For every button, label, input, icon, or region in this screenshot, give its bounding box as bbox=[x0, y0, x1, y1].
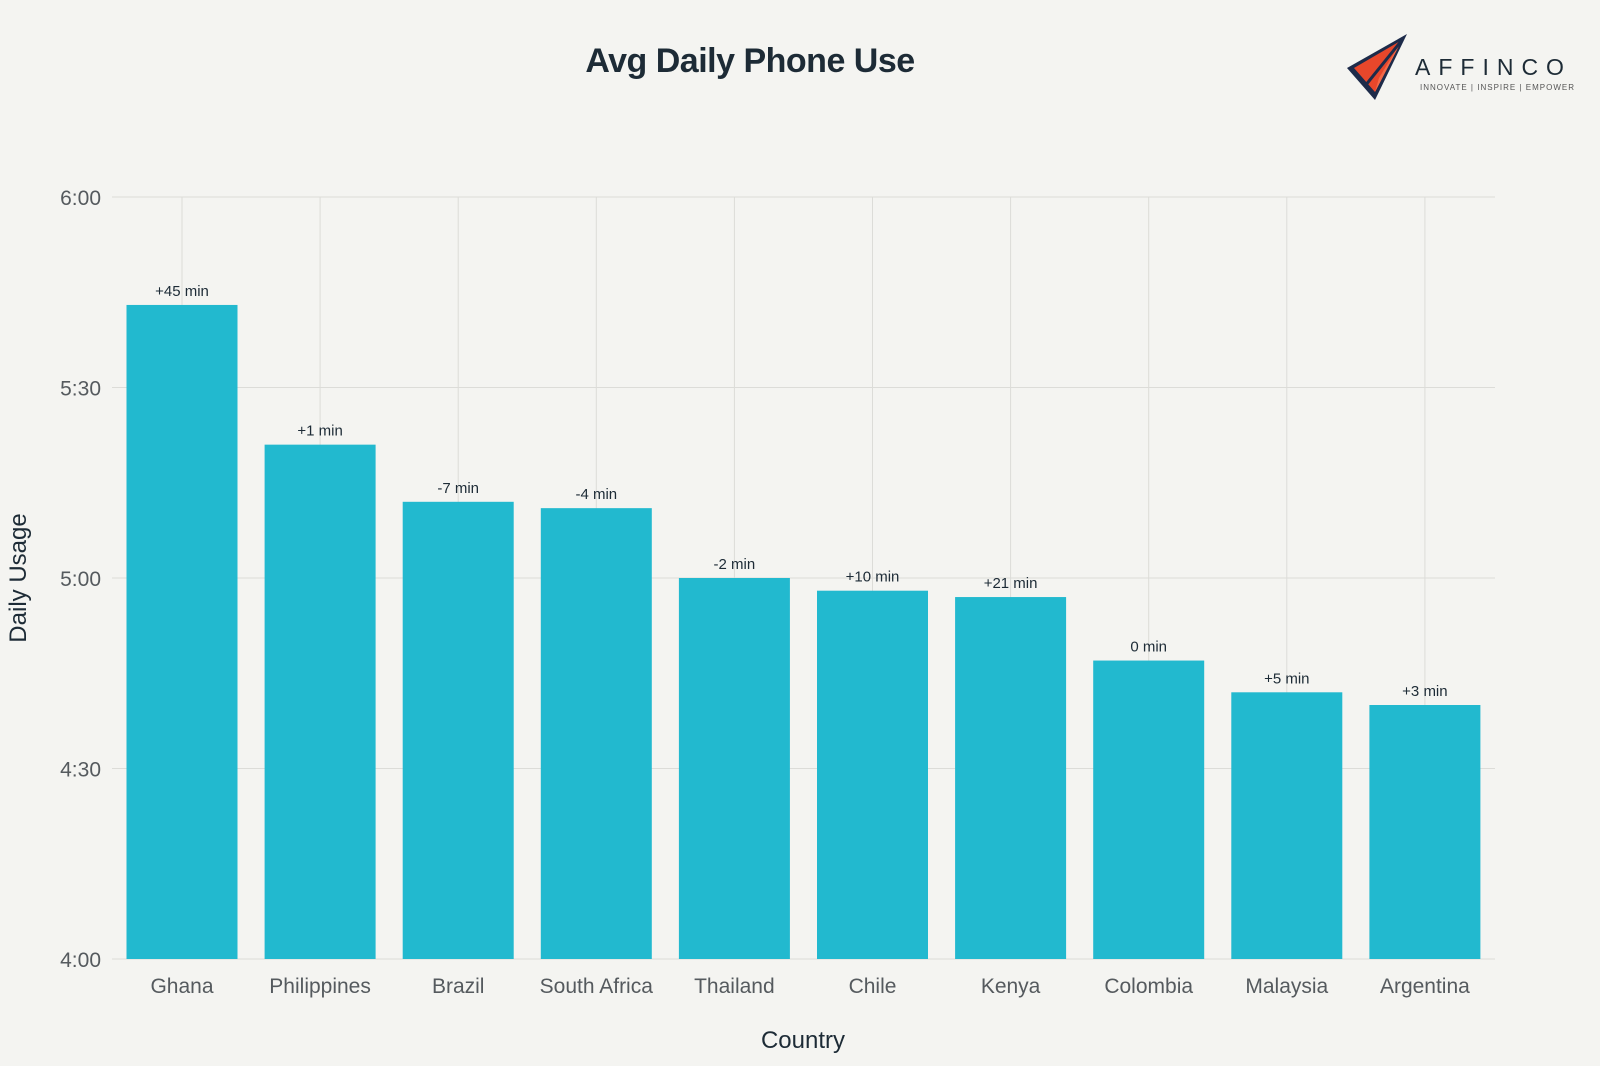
logo-wordmark: AFFINCO bbox=[1415, 54, 1572, 80]
bar-data-label: +5 min bbox=[1264, 670, 1309, 687]
data-labels: +45 min +1 min -7 min -4 min -2 min +10 min +2… bbox=[155, 283, 1448, 700]
bar-data-label: -7 min bbox=[437, 480, 479, 497]
bar bbox=[402, 501, 514, 959]
bar-data-label: +1 min bbox=[297, 423, 342, 440]
x-tick-label: Chile bbox=[849, 975, 897, 998]
bar bbox=[1369, 705, 1481, 959]
x-tick-label: Brazil bbox=[432, 975, 485, 998]
x-tick-label: Philippines bbox=[269, 975, 371, 998]
bar-data-label: +10 min bbox=[846, 569, 900, 586]
x-tick-label: Thailand bbox=[694, 975, 775, 998]
bar-series bbox=[126, 304, 1481, 959]
x-tick-label: Malaysia bbox=[1245, 975, 1328, 998]
chart-title: Avg Daily Phone Use bbox=[585, 42, 915, 80]
bar-data-label: +3 min bbox=[1402, 683, 1447, 700]
bar bbox=[264, 444, 376, 959]
bar bbox=[126, 304, 238, 959]
x-tick-label: Ghana bbox=[150, 975, 213, 998]
bar bbox=[955, 597, 1067, 959]
x-axis-ticks: Ghana Philippines Brazil South Africa Thaila… bbox=[150, 975, 1470, 998]
y-axis-ticks: 4:00 4:30 5:00 5:30 6:00 bbox=[60, 187, 101, 972]
x-tick-label: Argentina bbox=[1380, 975, 1470, 998]
bar bbox=[1231, 692, 1343, 959]
x-tick-label: South Africa bbox=[540, 975, 654, 998]
bar-data-label: 0 min bbox=[1130, 639, 1167, 656]
paper-plane-icon bbox=[1347, 34, 1407, 100]
brand-logo: AFFINCO INNOVATE | INSPIRE | EMPOWER bbox=[1345, 32, 1585, 104]
bar bbox=[540, 508, 652, 959]
y-axis-title: Daily Usage bbox=[5, 513, 32, 642]
y-tick-label: 6:00 bbox=[60, 187, 101, 210]
bar bbox=[678, 578, 790, 959]
bar bbox=[1093, 660, 1205, 959]
x-axis-title: Country bbox=[761, 1027, 845, 1054]
x-tick-label: Kenya bbox=[981, 975, 1041, 998]
bar-data-label: -2 min bbox=[714, 556, 756, 573]
bar-data-label: +21 min bbox=[984, 575, 1038, 592]
logo-tagline: INNOVATE | INSPIRE | EMPOWER bbox=[1420, 83, 1575, 92]
bar-data-label: -4 min bbox=[575, 486, 617, 503]
y-tick-label: 5:00 bbox=[60, 568, 101, 591]
bar bbox=[817, 590, 928, 959]
y-tick-label: 4:00 bbox=[60, 949, 101, 972]
y-tick-label: 5:30 bbox=[60, 378, 101, 401]
bar-data-label: +45 min bbox=[155, 283, 209, 300]
x-tick-label: Colombia bbox=[1104, 975, 1193, 998]
y-tick-label: 4:30 bbox=[60, 759, 101, 782]
